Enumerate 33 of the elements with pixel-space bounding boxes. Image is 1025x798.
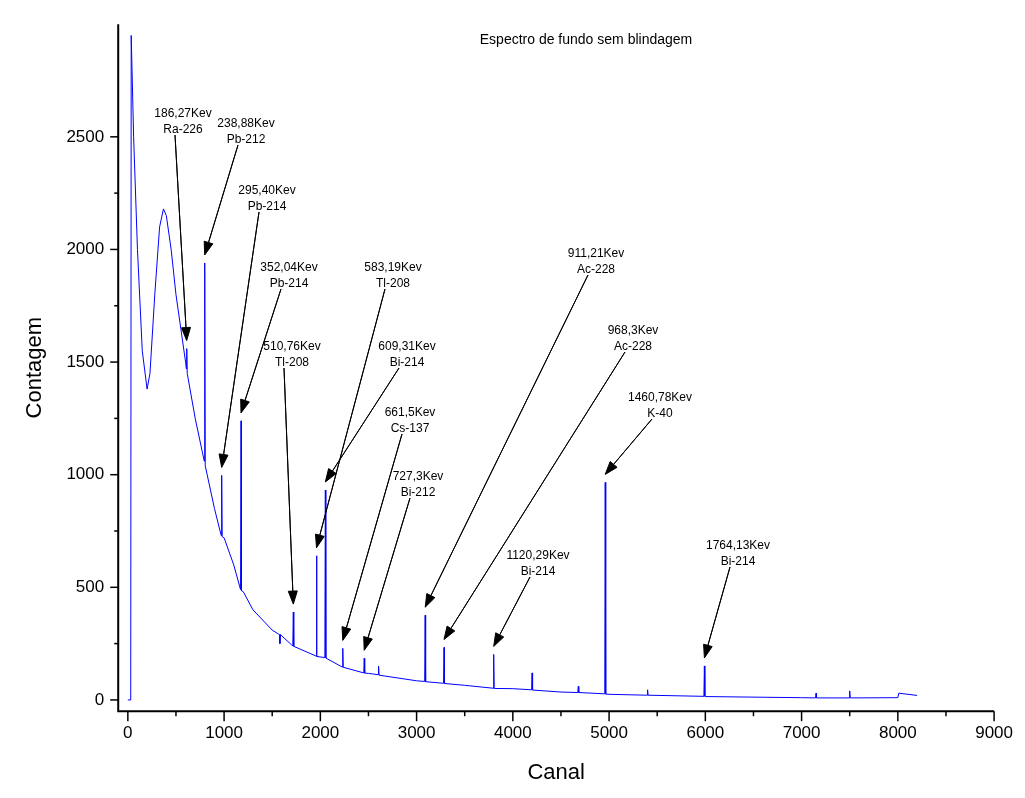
y-tick-label: 2000 [66,239,105,259]
annotation: 968,3Kev Ac-228 [607,323,659,353]
x-tick-label: 7000 [782,723,821,743]
annotation: 583,19Kev Tl-208 [364,260,422,290]
y-tick-label: 2500 [66,126,105,146]
annotation: 609,31Kev Bi-214 [378,339,436,369]
x-tick-label: 5000 [590,723,629,743]
text: Espectro de fundo sem blindagem [479,30,693,47]
annotation: 238,88Kev Pb-212 [217,116,275,146]
y-tick-label: 1000 [66,464,105,484]
y-axis-title: Contagem [21,316,47,419]
y-tick-label: 500 [75,577,105,596]
annotation: 295,40Kev Pb-214 [238,183,296,213]
annotation: 1120,29Kev Bi-214 [506,548,570,578]
x-tick-label: 8000 [878,723,917,743]
x-tick-label: 0 [123,723,133,743]
x-tick-label: 6000 [686,723,725,743]
x-axis-title: Canal [527,758,585,784]
x-tick-label: 9000 [975,723,1013,743]
annotation: 911,21Kev Ac-228 [567,246,625,276]
y-tick-label: 0 [94,689,105,709]
x-tick-label: 1000 [205,723,244,743]
annotation: 1460,78Kev K-40 [627,390,693,420]
annotation: 510,76Kev Tl-208 [263,339,321,369]
annotation: 1764,13Kev Bi-214 [705,538,771,568]
x-tick-label: 4000 [493,723,532,743]
annotation: 186,27Kev Ra-226 [154,106,212,136]
x-tick-label: 3000 [397,723,436,743]
annotation: 352,04Kev Pb-214 [260,260,318,290]
annotation: 661,5Kev Cs-137 [384,405,436,435]
annotation: 727,3Kev Bi-212 [392,469,444,499]
y-tick-label: 1500 [66,351,105,371]
x-tick-label: 2000 [301,723,340,743]
